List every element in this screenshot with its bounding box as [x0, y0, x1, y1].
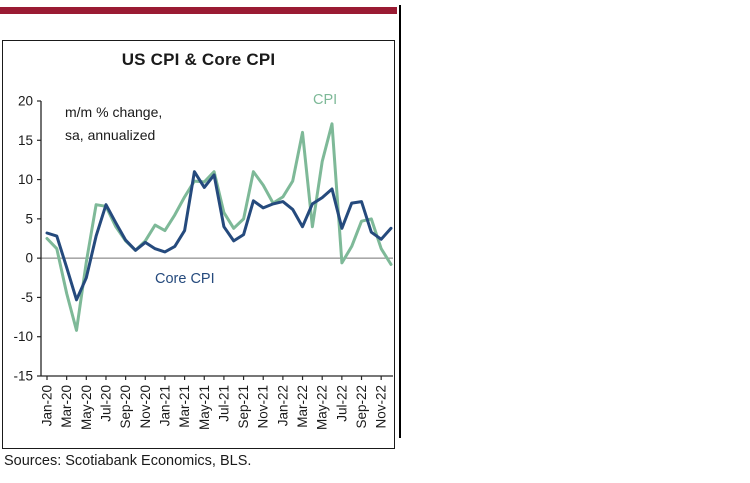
units-annotation: m/m % change, sa, annualized [65, 104, 163, 143]
y-tick-label: -15 [13, 369, 33, 384]
y-tick-label: 20 [18, 94, 33, 109]
accent-bar [0, 7, 397, 14]
chart-title: US CPI & Core CPI [121, 50, 276, 69]
y-tick-label: 5 [25, 211, 33, 226]
plot-area: 20 15 10 5 0 -5 -10 -15 Jan-20 Mar-20 May-20 Jul-20… [3, 81, 395, 449]
x-tick-label: May-21 [197, 385, 212, 430]
x-tick-label: Nov-20 [138, 385, 153, 429]
x-tick-label: May-22 [315, 385, 330, 430]
column-divider-line [399, 5, 401, 438]
x-tick-label: Nov-22 [374, 385, 389, 429]
y-tick-label: 15 [18, 133, 33, 148]
x-tick-label: Nov-21 [256, 385, 271, 429]
y-tick-label: 0 [25, 251, 33, 266]
x-tick-label: Jul-21 [216, 385, 231, 422]
x-tick-label: Jul-20 [98, 385, 113, 422]
core-cpi-series-label: Core CPI [155, 271, 215, 287]
x-tick-label: Sep-22 [354, 385, 369, 429]
chart-panel: US CPI & Core CPI 20 15 10 5 0 -5 -10 -15 Jan-20… [2, 40, 395, 449]
y-tick-label: -5 [21, 290, 33, 305]
core-cpi-line [45, 170, 393, 302]
x-tick-label: Sep-21 [236, 385, 251, 429]
cpi-series-label: CPI [313, 92, 338, 108]
source-note: Sources: Scotiabank Economics, BLS. [4, 453, 252, 469]
y-tick-label: 10 [18, 172, 33, 187]
x-tick-label: May-20 [79, 385, 94, 430]
x-tick-label: Sep-20 [118, 385, 133, 429]
cpi-line-chart: 20 15 10 5 0 -5 -10 -15 Jan-20 Mar-20 May-20 Jul-20… [13, 94, 393, 430]
x-tick-label: Mar-21 [177, 385, 192, 428]
x-tick-label: Jul-22 [334, 385, 349, 422]
x-tick-label: Jan-21 [157, 385, 172, 426]
x-tick-label: Jan-20 [40, 385, 55, 426]
y-tick-label: -10 [13, 329, 33, 344]
x-tick-label: Jan-22 [275, 385, 290, 426]
x-tick-label: Mar-20 [59, 385, 74, 428]
x-tick-label: Mar-22 [295, 385, 310, 428]
